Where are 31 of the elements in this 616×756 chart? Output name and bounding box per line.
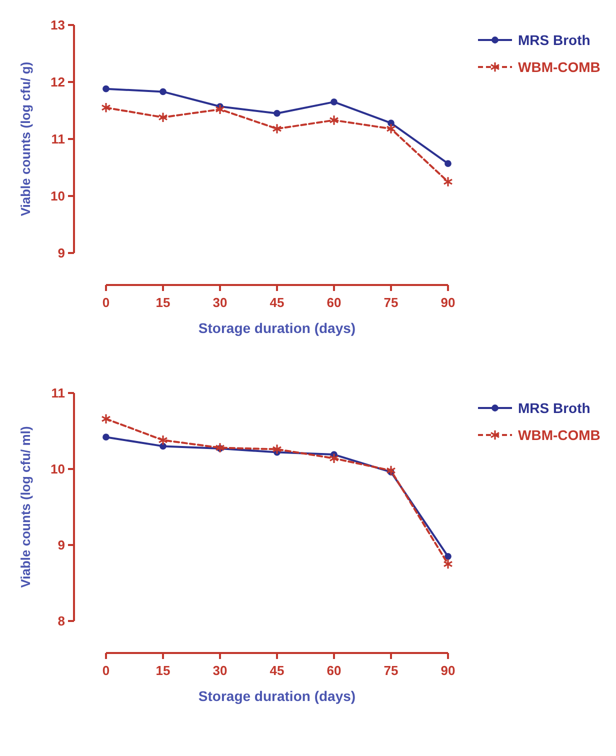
y-tick-label: 9: [58, 538, 65, 553]
x-tick-label: 60: [326, 295, 342, 310]
x-tick-label: 0: [102, 295, 110, 310]
y-tick-label: 12: [50, 74, 65, 90]
x-tick-label: 75: [384, 663, 398, 678]
y-tick-label: 11: [51, 386, 65, 401]
legend-label: WBM-COMB: [518, 58, 600, 75]
y-tick-label: 11: [51, 132, 65, 147]
legend-label: MRS Broth: [518, 32, 590, 48]
x-tick-label: 30: [212, 663, 228, 678]
x-axis-title: Storage duration (days): [198, 688, 356, 704]
y-tick-label: 8: [58, 614, 65, 629]
x-tick-label: 60: [326, 663, 342, 678]
x-axis-title: Storage duration (days): [198, 320, 356, 336]
y-tick-label: 9: [58, 246, 65, 261]
x-tick-label: 90: [440, 663, 456, 678]
y-axis-title: Viable counts (log cfu/ g): [18, 62, 33, 216]
y-tick-label: 13: [50, 18, 65, 33]
x-tick-label: 0: [102, 663, 110, 678]
y-axis-title: Viable counts (log cfu/ ml): [18, 426, 33, 588]
y-tick-label: 10: [50, 188, 65, 204]
y-tick-label: 10: [50, 462, 65, 477]
x-tick-label: 75: [384, 295, 398, 310]
legend-label: WBM-COMB: [518, 426, 600, 443]
x-tick-label: 30: [212, 295, 228, 310]
legend-label: MRS Broth: [518, 400, 590, 416]
x-tick-label: 15: [156, 663, 170, 678]
x-tick-label: 90: [440, 295, 456, 310]
x-tick-label: 45: [270, 663, 284, 678]
x-tick-label: 15: [156, 295, 170, 310]
x-tick-label: 45: [270, 295, 284, 310]
